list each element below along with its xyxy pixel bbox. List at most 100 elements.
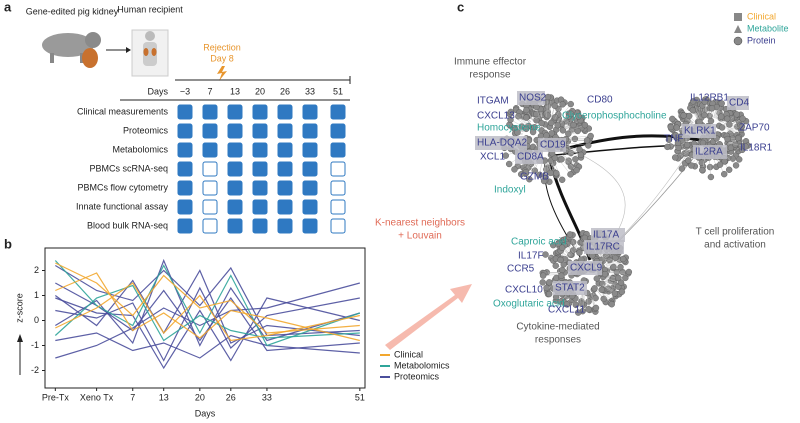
- node-label: Glycerophosphocholine: [562, 111, 667, 122]
- node: [507, 108, 514, 116]
- node-label: Caproic acid: [511, 237, 567, 248]
- sample-box: [227, 104, 243, 120]
- node-label: KLRK1: [684, 126, 716, 137]
- node-label: CXCL10: [505, 285, 543, 296]
- node-label: CXCL11: [548, 305, 585, 316]
- node: [619, 255, 627, 263]
- node: [718, 100, 725, 107]
- node-label: IL2RA: [695, 147, 723, 158]
- node: [581, 234, 588, 242]
- spoke: [567, 135, 591, 139]
- sample-box: [177, 142, 193, 158]
- sample-box: [252, 161, 268, 177]
- rejection-label: Rejection: [203, 42, 241, 52]
- node: [577, 151, 585, 159]
- node-label: GZMB: [520, 172, 549, 183]
- sample-box: [202, 199, 218, 215]
- sample-box: [302, 123, 318, 139]
- sample-box: [277, 142, 293, 158]
- node: [665, 136, 673, 143]
- sample-box: [277, 123, 293, 139]
- node: [545, 290, 553, 298]
- series-line: [54, 260, 361, 347]
- series-line: [55, 282, 360, 342]
- label-box: [591, 228, 625, 242]
- node: [667, 123, 674, 131]
- spoke: [562, 154, 580, 167]
- node-label: IL17A: [593, 230, 619, 241]
- node: [673, 124, 680, 131]
- sample-box: [302, 142, 318, 158]
- panel-label: b: [4, 236, 12, 251]
- series-line: [55, 286, 360, 362]
- node: [686, 112, 693, 120]
- node: [717, 113, 725, 120]
- node-label: IL18R1: [740, 143, 773, 154]
- node-label: CXCL9: [570, 263, 603, 274]
- label-box: [538, 138, 566, 152]
- node: [536, 171, 543, 178]
- legend-marker: [734, 13, 742, 21]
- sample-box: [277, 161, 293, 177]
- sample-box: [177, 218, 193, 234]
- node: [674, 139, 682, 147]
- node-label: Homocysteine: [477, 123, 541, 134]
- node: [611, 290, 619, 297]
- sample-box: [252, 142, 268, 158]
- series-line: [55, 262, 360, 334]
- node: [701, 111, 708, 119]
- y-tick-label: 0: [34, 315, 39, 325]
- legend-label: Clinical: [747, 11, 776, 21]
- node: [522, 169, 530, 176]
- cluster-label: Cytokine-mediated: [516, 322, 599, 333]
- node: [558, 272, 565, 279]
- node-label: Oxoglutaric acid: [493, 299, 565, 310]
- node-label: CCR5: [507, 264, 535, 275]
- node: [538, 119, 545, 127]
- sample-box: [330, 161, 346, 177]
- node: [732, 141, 739, 148]
- node: [572, 301, 580, 309]
- node: [575, 309, 582, 316]
- node-label: TNF: [664, 134, 683, 145]
- node: [689, 98, 697, 105]
- node: [523, 106, 530, 114]
- node: [505, 160, 513, 168]
- node: [608, 301, 615, 308]
- sample-box: [227, 142, 243, 158]
- node: [575, 113, 582, 120]
- node: [739, 115, 746, 122]
- node: [572, 156, 579, 163]
- node: [567, 163, 575, 170]
- x-tick-label: Xeno Tx: [80, 392, 114, 402]
- sample-box: [177, 199, 193, 215]
- node: [585, 298, 592, 305]
- human-icon: [131, 29, 169, 77]
- node: [671, 154, 679, 161]
- node: [540, 177, 548, 185]
- y-tick-label: 1: [34, 290, 39, 300]
- node: [555, 240, 562, 248]
- label-box: [568, 261, 602, 275]
- node: [718, 124, 726, 131]
- row-label: Metabolomics: [112, 144, 168, 154]
- node: [543, 132, 550, 139]
- node: [559, 127, 567, 134]
- node: [554, 121, 561, 129]
- x-tick-label: 13: [159, 392, 169, 402]
- sample-box: [330, 218, 346, 234]
- node: [566, 231, 574, 238]
- legend-marker: [734, 25, 742, 33]
- spoke: [510, 111, 528, 126]
- label-box: [584, 240, 624, 254]
- node: [559, 266, 566, 274]
- sample-box: [302, 218, 318, 234]
- label-box: [693, 145, 727, 159]
- y-tick-label: -1: [31, 340, 39, 350]
- node: [547, 119, 555, 127]
- y-axis-label: z-score: [14, 293, 24, 323]
- method-label: + Louvain: [398, 231, 442, 242]
- sample-box: [227, 123, 243, 139]
- row-label: Innate functional assay: [76, 201, 169, 211]
- node: [533, 110, 540, 118]
